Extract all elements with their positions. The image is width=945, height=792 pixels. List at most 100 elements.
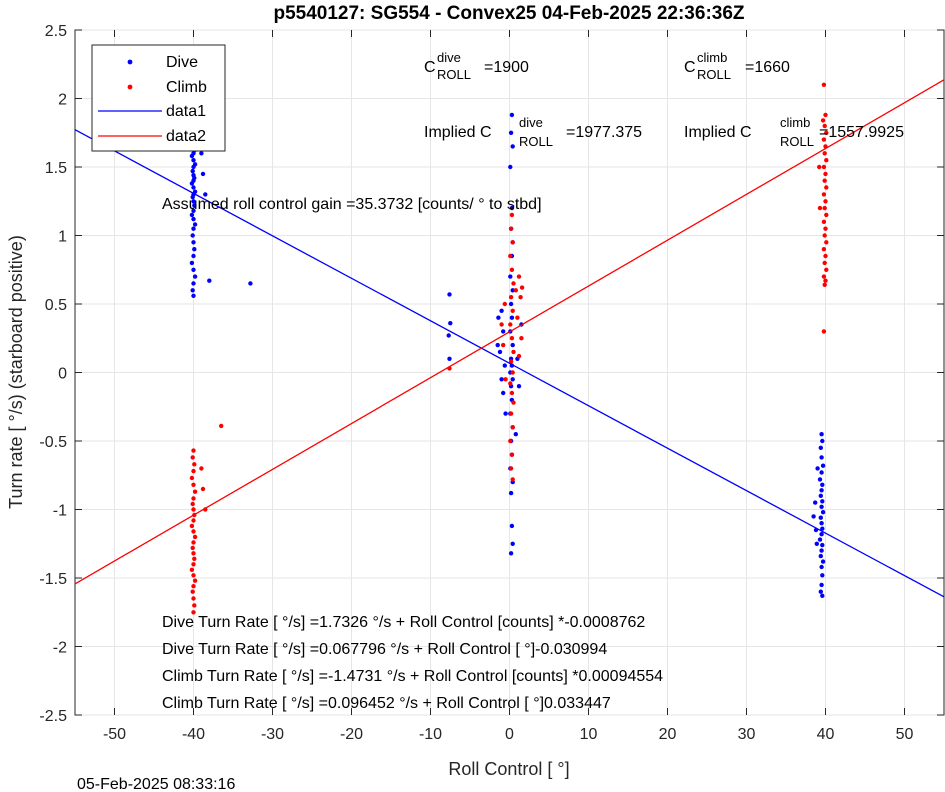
climb-point [189, 475, 195, 481]
legend-label: data2 [166, 128, 206, 145]
dive-point [190, 168, 195, 174]
fit-line-data1 [74, 129, 945, 598]
dive-point [189, 153, 195, 159]
y-axis: -2.5 -2 -1.5 -1 -0.5 0 0.5 1 1.5 2 2.5 [39, 23, 944, 725]
legend-marker-climb [127, 84, 133, 90]
dive-point [191, 226, 196, 231]
climb-point [510, 240, 515, 245]
y-tick-label: -1 [53, 503, 67, 520]
climb-point [821, 192, 827, 197]
dive-point [820, 510, 826, 515]
dive-point [818, 589, 823, 594]
dive-point [820, 463, 826, 468]
climb-point [502, 301, 507, 307]
climb-point [822, 151, 827, 156]
dive-point [819, 504, 824, 509]
climb-point [821, 329, 827, 334]
y-tick-label: -0.5 [39, 434, 67, 451]
climb-point [510, 425, 515, 430]
legend: Dive Climb data1 data2 [91, 44, 226, 152]
dive-point [200, 171, 206, 177]
climb-point [191, 596, 196, 601]
dive-point [191, 216, 196, 222]
dive-point [199, 151, 204, 156]
y-tick-label: -2.5 [39, 708, 67, 725]
c-dive-main: C [424, 59, 436, 76]
series-climb [189, 82, 829, 615]
climb-point [190, 589, 195, 594]
climb-point [189, 523, 195, 529]
climb-point [191, 573, 196, 578]
dive-point [191, 208, 196, 213]
dive-point [191, 293, 196, 298]
y-tick-label: 0 [58, 366, 67, 383]
legend-label: Climb [166, 79, 207, 96]
dive-point [820, 559, 826, 564]
dive-point [820, 526, 825, 531]
dive-point [192, 247, 197, 252]
dive-point [819, 548, 824, 553]
dive-point [191, 199, 196, 204]
y-tick-label: 1 [58, 229, 67, 246]
climb-point [192, 578, 198, 583]
implied-climb-main: Implied C [684, 124, 752, 141]
climb-point [191, 507, 196, 512]
dive-point [497, 349, 503, 355]
climb-point [509, 336, 515, 341]
legend-label: Dive [166, 54, 198, 71]
dive-point [513, 432, 518, 437]
dive-point [192, 203, 197, 208]
dive-point [508, 301, 514, 307]
dive-point [819, 521, 824, 526]
dive-point [502, 363, 507, 368]
dive-point [819, 432, 824, 437]
dive-point [192, 222, 198, 227]
x-axis-label: Roll Control [ °] [448, 759, 569, 779]
climb-point [509, 212, 515, 218]
climb-point [824, 185, 829, 190]
climb-point [192, 534, 198, 540]
legend-marker-dive [127, 59, 133, 65]
dive-point [508, 274, 513, 279]
legend-label: data1 [166, 103, 206, 120]
dive-point [818, 493, 823, 498]
x-axis: -50 -40 -30 -20 -10 0 10 20 30 40 50 [103, 30, 914, 743]
implied-dive-sub: ROLL [519, 134, 553, 149]
climb-point [503, 377, 508, 382]
x-tick-label: -10 [419, 726, 442, 743]
dive-point [192, 274, 198, 279]
x-tick-label: -50 [103, 726, 126, 743]
dive-point [811, 514, 816, 519]
climb-point [191, 448, 196, 453]
climb-point [516, 353, 522, 359]
implied-climb-annotation: Implied C climb ROLL =1557.9925 [684, 115, 904, 149]
dive-point [189, 181, 195, 186]
climb-point [817, 164, 822, 170]
dive-point [815, 466, 820, 471]
c-climb-value: =1660 [745, 59, 790, 76]
climb-point [191, 518, 196, 523]
climb-point [820, 118, 826, 123]
dive-point [191, 185, 196, 190]
climb-point [191, 584, 196, 589]
dive-point [813, 500, 818, 505]
dive-point [510, 288, 515, 293]
climb-point [511, 349, 516, 355]
dive-point [248, 281, 253, 286]
c-climb-sub: ROLL [697, 67, 731, 82]
dive-point [191, 158, 196, 163]
dive-point [516, 384, 522, 389]
climb-point [191, 482, 196, 487]
climb-point [510, 308, 515, 313]
climb-point [822, 205, 827, 211]
climb-point [823, 199, 828, 204]
fit-text-dive-degrees: Dive Turn Rate [ °/s] =0.067796 °/s + Ro… [162, 641, 607, 658]
climb-point [508, 295, 514, 300]
x-tick-label: -40 [182, 726, 205, 743]
dive-point [819, 455, 824, 460]
dive-point [820, 499, 825, 504]
climb-point [191, 496, 196, 501]
c-climb-annotation: C climb ROLL =1660 [684, 50, 790, 82]
climb-point [824, 212, 829, 218]
x-tick-label: 50 [896, 726, 914, 743]
